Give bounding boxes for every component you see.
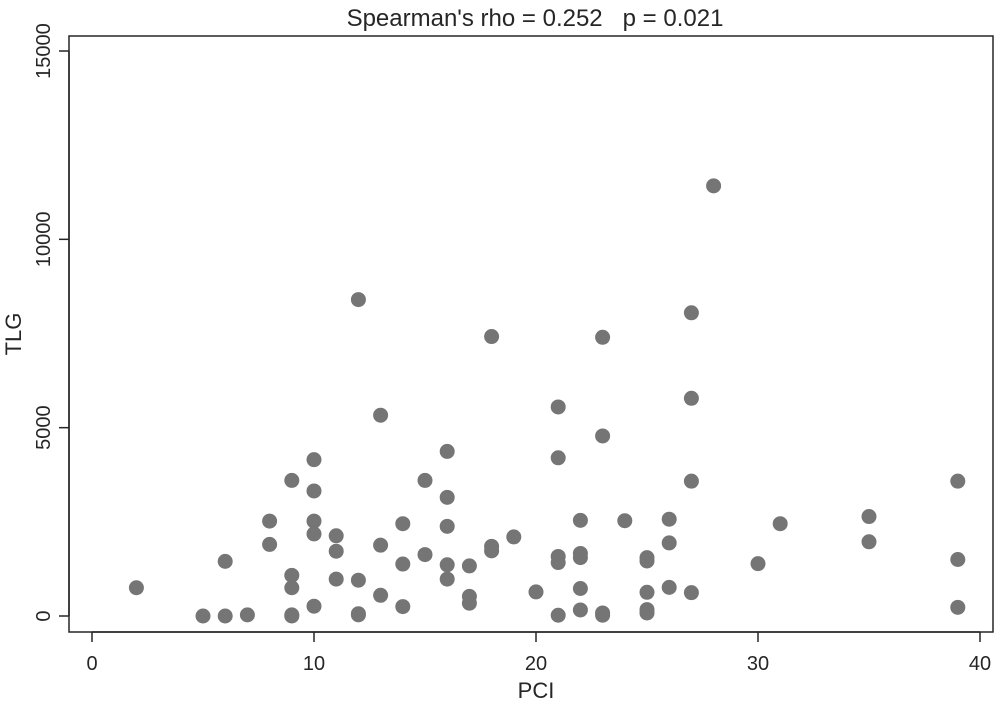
data-point [284, 472, 300, 488]
data-point [639, 584, 655, 600]
data-point [661, 535, 677, 551]
data-point [595, 329, 611, 345]
data-point [950, 599, 966, 615]
data-point [128, 580, 144, 596]
data-point [439, 489, 455, 505]
data-point [373, 587, 389, 603]
data-point [217, 608, 233, 624]
y-tick-label: 0 [33, 610, 55, 621]
x-tick-label: 20 [525, 653, 547, 675]
data-point [550, 450, 566, 466]
x-axis-label: PCI [518, 678, 555, 703]
data-point [306, 513, 322, 529]
data-point [861, 509, 877, 525]
data-point [461, 558, 477, 574]
data-point [639, 605, 655, 621]
data-point [661, 579, 677, 595]
data-point [950, 552, 966, 567]
y-tick-label: 10000 [33, 212, 55, 268]
data-point [284, 608, 300, 624]
data-point [306, 483, 322, 499]
data-point [195, 608, 211, 624]
data-point [528, 584, 544, 600]
plot-frame [68, 35, 994, 633]
data-point [262, 536, 278, 552]
data-point [461, 595, 477, 611]
data-points [128, 178, 966, 624]
chart-title: Spearman's rho = 0.252 p = 0.021 [347, 5, 724, 32]
data-point [683, 390, 699, 406]
data-point [550, 399, 566, 415]
data-point [306, 598, 322, 614]
data-point [284, 567, 300, 583]
data-point [239, 607, 255, 623]
x-tick-label: 40 [969, 653, 991, 675]
data-point [550, 607, 566, 623]
data-point [484, 543, 500, 559]
data-point [439, 557, 455, 573]
data-point [439, 571, 455, 587]
data-point [262, 513, 278, 529]
data-point [572, 512, 588, 528]
data-point [683, 585, 699, 601]
data-point [661, 511, 677, 527]
data-point [772, 516, 788, 532]
data-point [306, 526, 322, 542]
data-point [595, 428, 611, 444]
data-point [706, 178, 722, 194]
data-point [617, 513, 633, 529]
data-point [217, 553, 233, 569]
data-point [439, 518, 455, 534]
data-point [572, 602, 588, 618]
data-point [373, 537, 389, 553]
data-point [950, 473, 966, 489]
x-tick-label: 0 [86, 653, 97, 675]
data-point [417, 472, 433, 488]
data-point [572, 550, 588, 566]
data-point [373, 407, 389, 423]
x-axis-ticks: 0 10 20 30 40 [86, 632, 991, 675]
data-point [439, 443, 455, 459]
data-point [484, 329, 500, 345]
y-axis-ticks: 0 5000 10000 15000 [33, 23, 69, 622]
x-tick-label: 30 [747, 653, 769, 675]
data-point [506, 529, 522, 545]
data-point [395, 516, 411, 532]
data-point [350, 572, 366, 588]
y-axis-label: TLG [1, 313, 26, 356]
data-point [595, 607, 611, 623]
data-point [683, 473, 699, 489]
data-point [328, 528, 344, 544]
data-point [572, 581, 588, 597]
data-point [395, 556, 411, 572]
data-point [350, 607, 366, 623]
y-tick-label: 15000 [33, 23, 55, 79]
data-point [550, 555, 566, 571]
data-point [750, 556, 766, 572]
data-point [284, 580, 300, 596]
y-tick-label: 5000 [33, 405, 55, 450]
data-point [395, 599, 411, 615]
data-point [417, 547, 433, 563]
data-point [350, 292, 366, 308]
data-point [639, 553, 655, 569]
data-point [861, 534, 877, 550]
data-point [306, 452, 322, 468]
data-point [683, 305, 699, 321]
x-tick-label: 10 [303, 653, 325, 675]
data-point [328, 571, 344, 587]
data-point [328, 543, 344, 559]
